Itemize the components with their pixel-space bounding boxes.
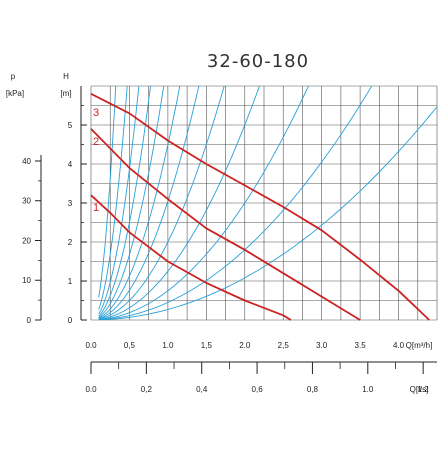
chart-title: 32-60-180: [207, 51, 309, 72]
system-curve-12: [98, 106, 437, 320]
pressure-axis-label: p: [11, 72, 16, 81]
flow-m3h-tick-label: 2.0: [239, 341, 251, 350]
flow-m3h-axis-label: Q[m³/h]: [406, 341, 433, 350]
flow-ls-axis-label: Q[l/s]: [410, 385, 429, 394]
system-curve-4: [98, 86, 151, 317]
pressure-tick-label: 40: [22, 157, 31, 166]
pump-curves: 1 2 3: [90, 92, 430, 321]
system-curve-2: [98, 86, 128, 310]
head-axis-unit: [m]: [60, 89, 71, 98]
flow-m3h-tick-label: 3.0: [316, 341, 328, 350]
system-curve-3: [98, 86, 140, 315]
pressure-tick-label: 0: [27, 316, 32, 325]
head-axis-label: H: [63, 72, 69, 81]
flow-ls-tick-label: 1.0: [362, 385, 374, 394]
pump-curve-1: [90, 194, 292, 321]
grid: [90, 85, 438, 321]
flow-m3h-tick-label: 1,5: [201, 341, 213, 350]
head-tick-label: 0: [68, 316, 73, 325]
flow-ls-tick-label: 0,2: [141, 385, 153, 394]
flow-m3h-tick-label: 3.5: [355, 341, 367, 350]
head-tick-label: 3: [68, 199, 73, 208]
head-tick-label: 5: [68, 121, 73, 130]
flow-m3h-tick-label: 4.0: [393, 341, 405, 350]
pump-curve-3: [90, 92, 430, 321]
flow-ls-tick-label: 0.0: [85, 385, 97, 394]
pump-curve-label-2: 2: [93, 136, 99, 148]
head-tick-label: 2: [68, 238, 73, 247]
system-curve-8: [98, 86, 225, 320]
system-curve-9: [98, 86, 260, 320]
pressure-tick-label: 20: [22, 236, 31, 245]
system-curve-11: [98, 86, 373, 320]
head-tick-label: 4: [68, 160, 73, 169]
system-curve-1: [98, 86, 117, 298]
flow-ls-tick-label: 1.2: [418, 385, 430, 394]
pump-curve-label-1: 1: [93, 202, 99, 214]
system-curve-6: [98, 86, 181, 319]
pressure-axis-unit: [kPa]: [6, 89, 24, 98]
pressure-tick-label: 30: [22, 197, 31, 206]
flow-ls-tick-label: 0,6: [252, 385, 264, 394]
flow-m3h-tick-label: 0,5: [124, 341, 136, 350]
system-curve-10: [98, 86, 309, 320]
head-tick-label: 1: [68, 277, 73, 286]
pump-curve-2: [90, 128, 361, 321]
flow-m3h-tick-label: 2,5: [278, 341, 290, 350]
pump-curve-label-3: 3: [93, 107, 99, 119]
flow-m3h-tick-label: 1.0: [162, 341, 174, 350]
flow-ls-tick-label: 0,4: [196, 385, 208, 394]
axes: 0 10 20 30 40 p [kPa] 0 1 2 3 4 5 H [m] 0.0 0,5 1.0 1,5 2.0…: [6, 72, 437, 394]
flow-ls-tick-label: 0,8: [307, 385, 319, 394]
pressure-tick-label: 10: [22, 276, 31, 285]
flow-m3h-tick-label: 0.0: [85, 341, 97, 350]
